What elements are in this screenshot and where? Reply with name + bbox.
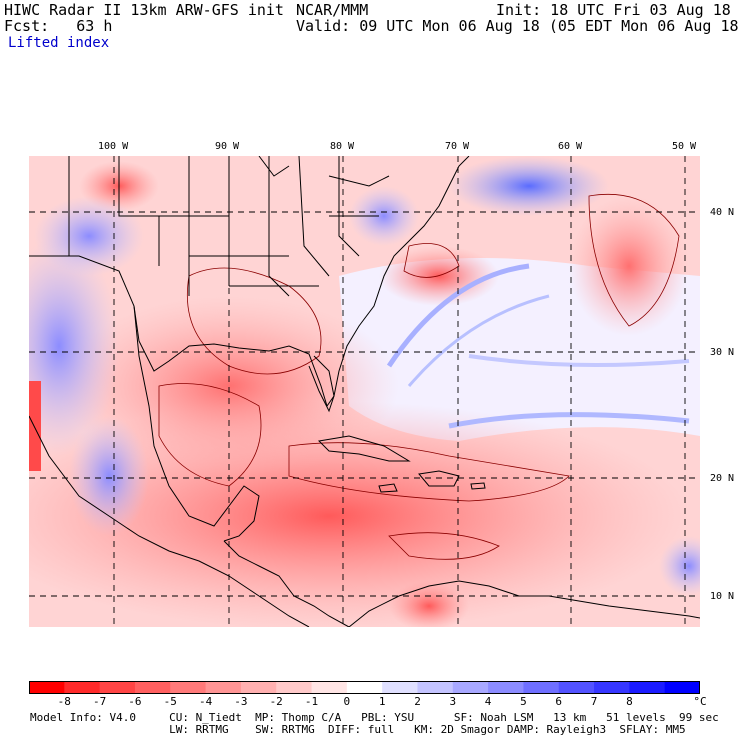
colorbar-swatch — [64, 681, 101, 694]
colorbar-swatch — [346, 681, 383, 694]
northeast-unstable-zone — [569, 196, 689, 336]
colorbar-swatch — [311, 681, 348, 694]
model-title: HIWC Radar II 13km ARW-GFS init — [4, 1, 284, 19]
appalachian-stable-zone — [349, 186, 419, 246]
stable-streak — [468, 354, 690, 367]
lon-label-90w: 90 W — [215, 141, 240, 152]
colorbar-tick-label: 1 — [378, 695, 386, 708]
lifted-index-map — [29, 156, 700, 627]
north-atlantic-stable-zone — [449, 156, 609, 216]
colorbar-tick-label: -7 — [92, 695, 107, 708]
colorbar-swatch — [240, 681, 277, 694]
init-time: Init: 18 UTC Fri 03 Aug 18 — [496, 1, 731, 19]
lat-label-40n: 40 N — [710, 207, 735, 218]
colorbar-tick-label: -3 — [234, 695, 248, 708]
colorbar-tick-label: 4 — [484, 695, 492, 708]
colorbar-swatch — [594, 681, 630, 694]
field-name: Lifted index — [8, 35, 110, 51]
lon-label-80w: 80 W — [330, 141, 355, 152]
forecast-hour: Fcst: 63 h — [4, 17, 113, 35]
lat-label-30n: 30 N — [710, 347, 735, 358]
colorbar-tick-label: -8 — [57, 695, 71, 708]
rockies-stable-zone — [34, 196, 144, 276]
mexico-stable-zone — [29, 236, 119, 456]
valid-time: Valid: 09 UTC Mon 06 Aug 18 (05 EDT Mon … — [296, 17, 740, 35]
lon-label-70w: 70 W — [445, 141, 470, 152]
colorbar — [29, 681, 700, 694]
institution-label: NCAR/MMM — [296, 1, 369, 19]
colorbar-swatch — [382, 681, 418, 694]
gulf-unstable-zone — [59, 296, 399, 476]
stable-streak — [448, 412, 690, 429]
colorbar-swatch — [452, 681, 489, 694]
coastlines — [29, 156, 700, 627]
colorbar-tick-label: 2 — [414, 695, 421, 708]
stable-streak — [386, 263, 530, 368]
colorbar-tick-label: -5 — [163, 695, 177, 708]
colorbar-swatch — [205, 681, 242, 694]
colorbar-swatch — [488, 681, 524, 694]
colorbar-swatch — [664, 681, 700, 694]
colorbar-swatch — [629, 681, 666, 694]
stable-streak — [407, 294, 550, 387]
lat-label-10n: 10 N — [710, 591, 735, 602]
colorbar-unit: °C — [693, 695, 707, 708]
colorbar-swatch — [523, 681, 560, 694]
lon-label-60w: 60 W — [558, 141, 583, 152]
colorbar-tick-label: -6 — [128, 695, 142, 708]
lon-label-100w: 100 W — [98, 141, 129, 152]
colorbar-tick-label: 6 — [555, 695, 562, 708]
colorbar-tick-label: 0 — [343, 695, 351, 708]
colorbar-tick-label: 8 — [626, 695, 633, 708]
equatorial-stable-zone — [659, 536, 700, 596]
colorbar-tick-label: 5 — [520, 695, 527, 708]
colorbar-swatch — [417, 681, 454, 694]
colorbar-tick-label: -1 — [304, 695, 319, 708]
colorbar-swatch — [558, 681, 595, 694]
colorbar-tick-label: 7 — [590, 695, 598, 708]
lat-label-20n: 20 N — [710, 473, 735, 484]
model-info-line1: Model Info: V4.0 CU: N_Tiedt MP: Thomp C… — [30, 711, 719, 724]
colorbar-swatch — [29, 681, 65, 694]
colorbar-tick-label: 3 — [449, 695, 457, 708]
colorbar-swatch — [134, 681, 171, 694]
colorbar-swatch — [170, 681, 207, 694]
sierra-stable-zone — [69, 416, 149, 536]
colorbar-tick-label: -4 — [198, 695, 213, 708]
colorbar-swatch — [99, 681, 136, 694]
lon-label-50w: 50 W — [672, 141, 697, 152]
colorbar-tick-label: -2 — [269, 695, 283, 708]
pacific-unstable-zone — [29, 381, 41, 471]
contour-lines — [158, 193, 680, 560]
colorbar-swatch — [276, 681, 313, 694]
model-info-line2: LW: RRTMG SW: RRTMG DIFF: full KM: 2D Sm… — [30, 723, 686, 736]
colorbar-outline — [29, 681, 700, 694]
